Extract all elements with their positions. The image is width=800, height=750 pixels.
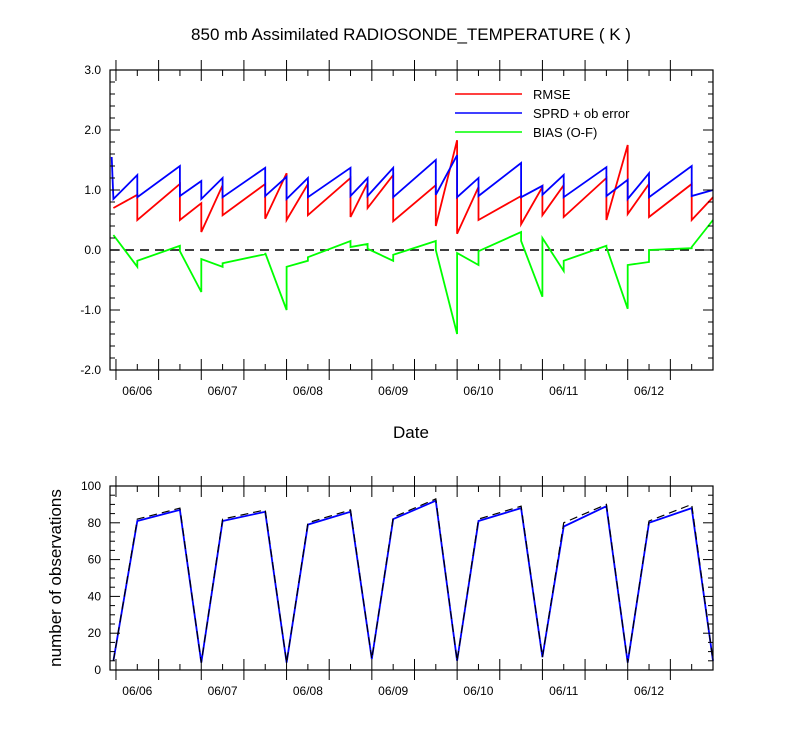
series-line-rmse [112,139,714,235]
legend-label-bias: BIAS (O-F) [533,125,597,140]
bottom-plot: 0 20 40 60 80 100 06/06 06/07 06/08 06/09 06/10 06/… [81,476,714,698]
series-line-possible [112,498,714,663]
x-tick-label: 06/06 [122,684,152,698]
series-line-assimilated [112,499,714,663]
plot-frame [109,69,714,371]
bottom-series [112,498,714,663]
y-tick-label: 60 [88,553,102,567]
x-tick-label: 06/07 [208,384,238,398]
bottom-axes: 0 20 40 60 80 100 06/06 06/07 06/08 06/09 06/10 06/… [81,476,714,698]
chart-title: 850 mb Assimilated RADIOSONDE_TEMPERATUR… [191,25,631,44]
y-tick-label: -1.0 [80,303,101,317]
y-tick-label: 100 [81,479,101,493]
x-tick-label: 06/09 [378,384,408,398]
top-axes: -2.0 -1.0 0.0 1.0 2.0 3.0 06/06 06/07 06/08 06/09… [80,60,714,398]
series-line-sprd-ob-error [110,154,714,202]
y-tick-label: 1.0 [84,183,101,197]
y-tick-label: 0 [94,663,101,677]
top-series [110,139,714,335]
x-tick-label: 06/07 [208,684,238,698]
x-tick-label: 06/09 [378,684,408,698]
x-tick-label: 06/08 [293,384,323,398]
y-tick-label: 0.0 [84,243,101,257]
x-tick-label: 06/11 [549,384,578,398]
legend-label-rmse: RMSE [533,87,571,102]
y-tick-label: 20 [88,626,102,640]
series-line-bias-o-f [112,219,714,335]
x-tick-label: 06/06 [122,384,152,398]
legend-label-sprd: SPRD + ob error [533,106,630,121]
y-tick-label: 40 [88,589,102,603]
x-axis-label: Date [393,423,429,442]
x-tick-label: 06/11 [549,684,578,698]
y-axis-label: number of observations [46,489,65,667]
x-tick-label: 06/10 [463,384,493,398]
top-plot: -2.0 -1.0 0.0 1.0 2.0 3.0 06/06 06/07 06/08 06/09… [80,60,714,398]
y-tick-label: 2.0 [84,123,101,137]
x-tick-label: 06/12 [634,384,664,398]
y-tick-label: 3.0 [84,63,101,77]
plot-frame [109,485,714,671]
x-tick-label: 06/12 [634,684,664,698]
y-tick-label: 80 [88,516,102,530]
x-tick-label: 06/08 [293,684,323,698]
y-tick-label: -2.0 [80,363,101,377]
x-tick-label: 06/10 [463,684,493,698]
legend: RMSE SPRD + ob error BIAS (O-F) [455,87,630,140]
